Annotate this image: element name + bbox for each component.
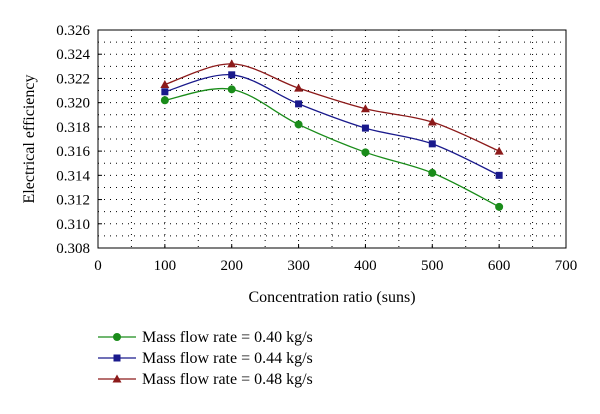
series-2 [161, 71, 503, 179]
data-point [295, 100, 303, 108]
data-point [294, 83, 304, 92]
x-axis-title: Concentration ratio (suns) [248, 289, 415, 306]
data-point [428, 168, 437, 177]
data-point [495, 202, 504, 211]
legend-label: Mass flow rate = 0.48 kg/s [142, 371, 313, 388]
legend-item: Mass flow rate = 0.44 kg/s [98, 350, 313, 367]
x-tick-label: 600 [488, 258, 511, 274]
legend-swatch-marker [113, 354, 121, 362]
y-tick-label: 0.316 [56, 144, 90, 160]
series-line [164, 74, 500, 176]
data-point [227, 85, 236, 94]
plot-area [97, 29, 567, 249]
legend-swatch-marker [112, 374, 122, 383]
y-tick-label: 0.320 [56, 96, 90, 112]
series-3 [160, 59, 504, 155]
x-tick-label: 400 [354, 258, 377, 274]
data-point [360, 104, 370, 113]
x-tick-label: 500 [421, 258, 444, 274]
x-tick-label: 100 [154, 258, 177, 274]
legend-item: Mass flow rate = 0.40 kg/s [98, 329, 313, 346]
y-tick-label: 0.322 [56, 71, 90, 87]
series-line [164, 87, 500, 208]
data-point [227, 59, 237, 68]
series-line [164, 63, 500, 152]
x-tick-label: 0 [94, 258, 102, 274]
y-tick-label: 0.324 [56, 47, 90, 63]
data-point [160, 96, 169, 105]
y-tick-label: 0.326 [56, 23, 90, 39]
data-point [361, 148, 370, 157]
data-point [494, 146, 504, 155]
data-point [361, 124, 369, 132]
data-point [228, 71, 236, 79]
data-point [427, 117, 437, 126]
y-tick-label: 0.308 [56, 241, 90, 257]
x-tick-label: 200 [220, 258, 243, 274]
series-group [160, 59, 504, 211]
y-axis-title: Electrical efficiency [21, 75, 38, 204]
y-tick-label: 0.314 [56, 168, 90, 184]
data-point [428, 140, 436, 148]
legend-item: Mass flow rate = 0.48 kg/s [98, 371, 313, 388]
axis-ticks: 0 100 200 300 400 500 600 700 0.308 0.310 0.312 0.3… [56, 23, 577, 274]
data-point [161, 88, 169, 96]
y-tick-label: 0.318 [56, 120, 90, 136]
grid [98, 30, 566, 248]
data-point [160, 80, 170, 88]
x-tick-label: 700 [555, 258, 578, 274]
data-point [294, 120, 303, 129]
data-point [495, 171, 503, 179]
legend-label: Mass flow rate = 0.44 kg/s [142, 350, 313, 367]
legend: Mass flow rate = 0.40 kg/s Mass flow rate… [98, 329, 313, 388]
y-tick-label: 0.310 [56, 217, 90, 233]
legend-swatch-marker [113, 333, 121, 341]
x-tick-label: 300 [287, 258, 310, 274]
series-1 [160, 85, 504, 211]
y-tick-label: 0.312 [56, 193, 90, 209]
legend-label: Mass flow rate = 0.40 kg/s [142, 329, 313, 346]
